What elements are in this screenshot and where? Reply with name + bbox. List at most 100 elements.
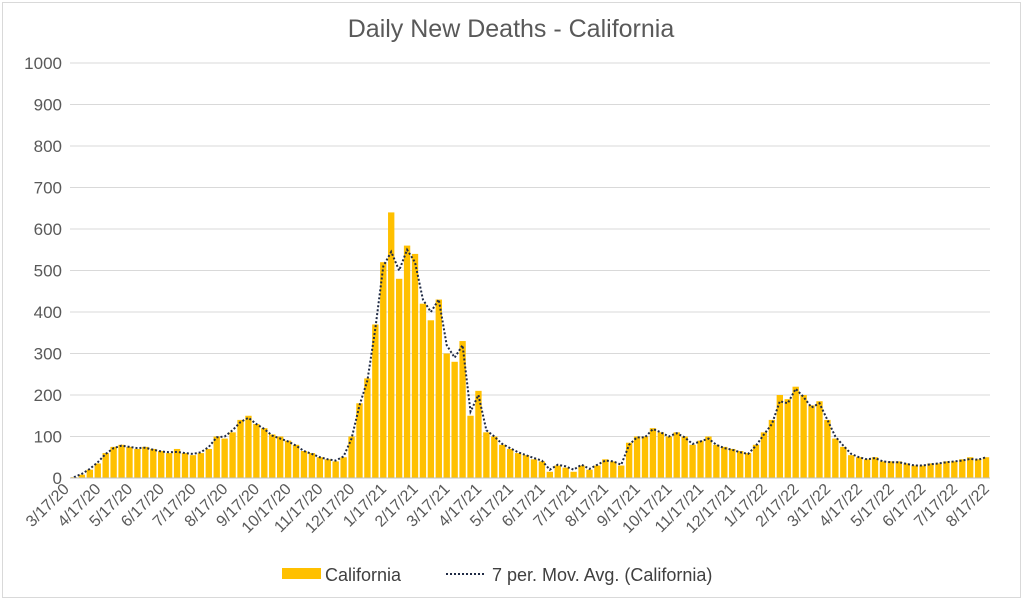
bar (530, 459, 538, 478)
bar (269, 434, 276, 478)
bar (800, 395, 807, 478)
bar (546, 471, 553, 478)
bar (364, 378, 371, 478)
bar (562, 467, 569, 478)
bar (625, 442, 633, 478)
bar (348, 436, 355, 478)
bar (277, 436, 284, 478)
bar (229, 432, 236, 478)
bar (380, 262, 387, 478)
bar (641, 436, 649, 478)
bar (459, 341, 466, 478)
bar (292, 444, 300, 478)
bar (483, 432, 490, 478)
bar (967, 457, 974, 478)
bar (879, 461, 887, 478)
bar (848, 455, 855, 478)
bar (324, 459, 331, 478)
bar (261, 428, 268, 478)
bar (618, 465, 625, 478)
y-tick-label: 400 (34, 303, 62, 322)
bar (832, 438, 839, 478)
bar (586, 469, 593, 478)
y-tick-label: 1000 (24, 54, 62, 73)
bar (863, 459, 871, 478)
bar (649, 428, 657, 478)
bar (78, 474, 86, 478)
bar (752, 444, 760, 478)
bar (253, 424, 260, 478)
bar (737, 451, 744, 478)
bar (372, 324, 379, 478)
y-tick-label: 900 (34, 96, 62, 115)
bar (768, 419, 776, 478)
bar (213, 436, 220, 478)
moving-average-series (73, 247, 987, 479)
legend-label-moving-average: 7 per. Mov. Avg. (California) (492, 565, 712, 585)
bar (403, 245, 411, 478)
bar (308, 453, 316, 478)
bar (721, 446, 728, 478)
bar (86, 469, 93, 478)
bar (974, 459, 982, 478)
bar (110, 446, 117, 478)
bar (951, 461, 958, 478)
gridlines (70, 62, 990, 437)
bar (134, 448, 141, 478)
chart-area: Daily New Deaths - California 0 100 200 300… (23, 15, 993, 585)
bar (633, 436, 641, 478)
bar (142, 446, 149, 478)
bar (903, 463, 910, 478)
bar (419, 303, 427, 478)
bar (705, 436, 712, 478)
y-tick-label: 200 (34, 386, 62, 405)
legend-label-california: California (325, 565, 402, 585)
bar (855, 457, 863, 478)
bar (395, 278, 403, 478)
y-tick-label: 300 (34, 345, 62, 364)
bar (491, 436, 498, 478)
bar (744, 453, 752, 478)
bar (300, 451, 308, 478)
bar (554, 465, 561, 478)
bar (118, 444, 125, 478)
bar (332, 461, 339, 478)
bar (792, 386, 799, 478)
bar (776, 395, 783, 478)
bar (713, 444, 720, 478)
bar (919, 465, 926, 478)
bar (522, 455, 530, 478)
bar (935, 463, 942, 478)
bar (943, 461, 950, 478)
y-tick-label: 100 (34, 428, 62, 447)
bar (602, 459, 609, 478)
bar (205, 448, 212, 478)
y-tick-label: 600 (34, 220, 62, 239)
bar (340, 457, 347, 478)
bar (657, 432, 665, 478)
bar (427, 320, 435, 478)
bar (665, 436, 672, 478)
bar (871, 457, 879, 478)
bar (982, 457, 990, 478)
bar (443, 353, 450, 478)
bar (673, 432, 680, 478)
bar (840, 446, 847, 478)
bar (102, 453, 109, 478)
bar (284, 440, 292, 478)
bar (126, 446, 133, 478)
legend: California 7 per. Mov. Avg. (California) (282, 565, 712, 585)
bar (895, 461, 902, 478)
bar-series (70, 212, 990, 478)
bar (150, 448, 157, 478)
bar (173, 448, 181, 478)
bar (158, 451, 165, 478)
bar (475, 390, 482, 478)
bar (467, 415, 474, 478)
moving-average-line (73, 247, 987, 479)
bar (681, 436, 688, 478)
y-tick-label: 700 (34, 179, 62, 198)
bar (578, 465, 585, 478)
chart-title: Daily New Deaths - California (348, 15, 675, 43)
